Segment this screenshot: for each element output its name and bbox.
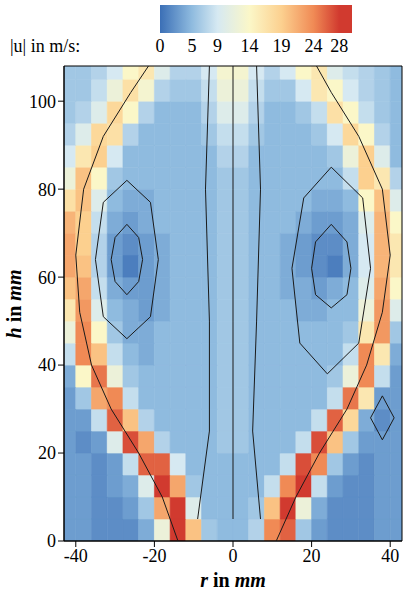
svg-text:20: 20 [303,546,321,566]
svg-text:24: 24 [305,36,323,56]
svg-text:80: 80 [38,180,56,200]
svg-text:-40: -40 [64,546,88,566]
svg-text:100: 100 [29,92,56,112]
svg-text:40: 40 [38,355,56,375]
html-text:mm: mm [2,269,25,301]
svg-text:|u| in m/s:: |u| in m/s: [10,36,80,56]
svg-text:60: 60 [38,268,56,288]
svg-text:-20: -20 [142,546,166,566]
svg-text:19: 19 [273,36,291,56]
svg-text:5: 5 [188,36,197,56]
html-text:h: h [2,326,25,338]
svg-text:20: 20 [38,443,56,463]
svg-text:9: 9 [213,36,222,56]
svg-text:28: 28 [330,36,348,56]
html-text:r in mm: r in mm [200,569,266,591]
svg-text:14: 14 [241,36,259,56]
svg-text:0: 0 [47,531,56,551]
svg-text:40: 40 [381,546,399,566]
html-text:in: in [2,305,25,322]
svg-text:0: 0 [156,36,165,56]
svg-text:0: 0 [229,546,238,566]
